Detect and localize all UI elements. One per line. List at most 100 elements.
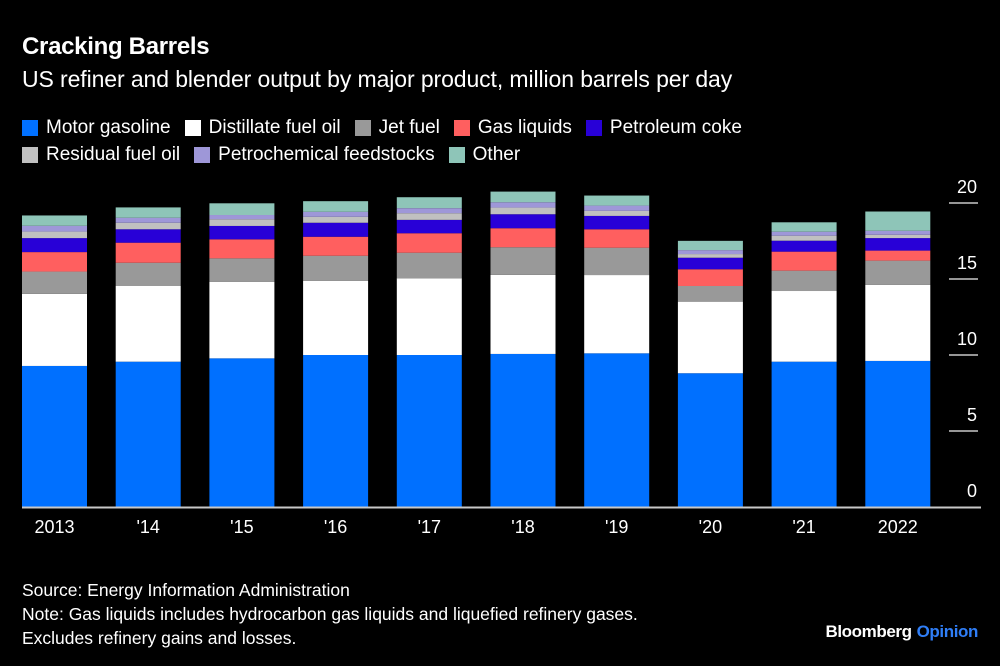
bar-segment-other [677, 240, 743, 251]
bar-segment-residual-fuel-oil [677, 254, 743, 258]
bar-segment-petrochemical-feedstocks [771, 231, 837, 236]
bar-segment-gas-liquids [115, 242, 181, 263]
bar-segment-jet-fuel [396, 252, 462, 279]
bar-segment-residual-fuel-oil [115, 222, 181, 230]
legend-swatch [22, 119, 38, 136]
bar-stack-19 [584, 195, 650, 507]
legend-swatch [453, 119, 470, 136]
legend-swatch [448, 146, 465, 163]
bar-segment-petrochemical-feedstocks [396, 208, 462, 214]
bar-segment-other [303, 201, 369, 212]
chart-title: Cracking Barrels [22, 33, 210, 60]
y-tick-label: 10 [957, 329, 977, 349]
x-tick-label: 2022 [878, 517, 918, 537]
footer: Source: Energy Information Administratio… [22, 578, 638, 650]
bar-segment-gas-liquids [584, 229, 650, 248]
bar-segment-jet-fuel [865, 260, 931, 285]
legend-item-other: Other [448, 141, 521, 168]
bar-segment-distillate-fuel-oil [396, 278, 462, 355]
y-tick-label: 5 [967, 405, 977, 425]
bar-segment-other [396, 197, 462, 209]
bar-segment-distillate-fuel-oil [22, 293, 87, 366]
legend-item-motor-gasoline: Motor gasoline [22, 114, 171, 141]
bar-segment-residual-fuel-oil [584, 210, 650, 216]
bar-stack-2022 [865, 211, 931, 507]
bar-segment-motor-gasoline [584, 353, 650, 507]
legend-label: Other [472, 144, 521, 165]
x-tick-label: '20 [699, 517, 722, 537]
bar-segment-distillate-fuel-oil [303, 280, 369, 355]
bar-segment-petroleum-coke [115, 229, 181, 243]
bar-segment-residual-fuel-oil [771, 235, 837, 241]
bar-segment-jet-fuel [584, 247, 650, 276]
bar-segment-distillate-fuel-oil [677, 301, 743, 374]
chart-subtitle: US refiner and blender output by major p… [22, 66, 733, 92]
y-tick-label: 15 [957, 253, 977, 273]
bar-segment-residual-fuel-oil [209, 219, 275, 226]
bar-segment-other [115, 207, 181, 218]
brand-name: Bloomberg [825, 622, 912, 641]
source-note: Source: Energy Information Administratio… [22, 580, 350, 600]
legend-row-2: Residual fuel oil Petrochemical feedstoc… [22, 141, 922, 168]
legend-label: Gas liquids [477, 117, 572, 138]
bar-segment-residual-fuel-oil [490, 207, 556, 215]
legend-label: Petroleum coke [609, 117, 742, 138]
bar-segment-petroleum-coke [865, 238, 931, 251]
bar-segment-distillate-fuel-oil [584, 275, 650, 354]
bar-segment-distillate-fuel-oil [490, 274, 556, 354]
bars-group [22, 191, 931, 507]
bar-segment-gas-liquids [771, 251, 837, 271]
bar-segment-petroleum-coke [584, 215, 650, 230]
legend-item-residual-fuel-oil: Residual fuel oil [22, 141, 180, 168]
legend-swatch [22, 146, 38, 163]
bar-segment-residual-fuel-oil [303, 216, 369, 223]
legend-item-jet-fuel: Jet fuel [354, 114, 440, 141]
bar-segment-jet-fuel [303, 255, 369, 281]
bar-stack-2013 [22, 215, 87, 507]
brand-section: Opinion [916, 622, 979, 641]
bar-segment-jet-fuel [22, 271, 87, 294]
bar-segment-other [584, 195, 650, 206]
bar-segment-petrochemical-feedstocks [865, 230, 931, 235]
bar-segment-jet-fuel [115, 262, 181, 286]
legend: Motor gasoline Distillate fuel oil Jet f… [22, 114, 922, 168]
bar-segment-other [209, 203, 275, 215]
y-tick-label: 0 [967, 481, 977, 501]
bar-segment-distillate-fuel-oil [115, 285, 181, 362]
bar-segment-gas-liquids [396, 233, 462, 253]
x-tick-label: '15 [230, 517, 253, 537]
bar-segment-residual-fuel-oil [396, 213, 462, 220]
x-tick-label: '14 [136, 517, 159, 537]
bar-segment-petroleum-coke [396, 219, 462, 234]
bar-segment-petrochemical-feedstocks [584, 205, 650, 211]
legend-swatch [184, 119, 201, 136]
bar-segment-jet-fuel [209, 258, 275, 282]
bar-segment-other [771, 222, 837, 232]
legend-label: Distillate fuel oil [208, 117, 341, 138]
bar-segment-gas-liquids [677, 269, 743, 286]
x-axis: 2013 '14 '15 '16 '17 '18 '19 '20 '21 2022 [22, 506, 981, 537]
bar-segment-motor-gasoline [22, 365, 87, 507]
bar-stack-18 [490, 191, 556, 507]
bar-segment-other [490, 191, 556, 203]
y-axis: 0 5 10 15 20 [949, 177, 978, 501]
legend-item-petrochemical-feedstocks: Petrochemical feedstocks [194, 141, 435, 168]
y-tick-label: 20 [957, 177, 977, 197]
bar-segment-jet-fuel [677, 285, 743, 302]
bar-segment-distillate-fuel-oil [865, 284, 931, 361]
bar-segment-gas-liquids [303, 236, 369, 256]
legend-label: Jet fuel [378, 117, 440, 138]
bar-segment-motor-gasoline [865, 360, 931, 507]
bar-segment-motor-gasoline [490, 353, 556, 507]
bar-segment-petrochemical-feedstocks [22, 225, 87, 232]
bar-segment-gas-liquids [865, 250, 931, 261]
bar-segment-petrochemical-feedstocks [115, 217, 181, 223]
legend-item-petroleum-coke: Petroleum coke [585, 114, 742, 141]
legend-swatch [354, 119, 371, 136]
bar-segment-motor-gasoline [115, 361, 181, 507]
bar-segment-gas-liquids [490, 228, 556, 248]
bar-stack-17 [396, 197, 462, 507]
bar-segment-other [22, 215, 87, 226]
bar-segment-jet-fuel [771, 270, 837, 292]
